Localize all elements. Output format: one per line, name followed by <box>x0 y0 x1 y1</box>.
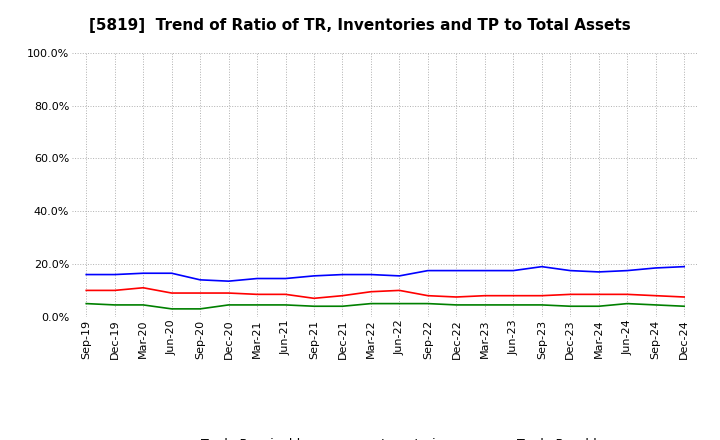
Trade Receivables <box>509 293 518 298</box>
Inventories <box>366 272 375 277</box>
Trade Payables <box>167 306 176 312</box>
Trade Payables <box>480 302 489 308</box>
Trade Receivables <box>82 288 91 293</box>
Trade Payables <box>595 304 603 309</box>
Inventories <box>110 272 119 277</box>
Trade Receivables <box>139 285 148 290</box>
Inventories <box>566 268 575 273</box>
Inventories <box>509 268 518 273</box>
Trade Payables <box>225 302 233 308</box>
Trade Receivables <box>623 292 631 297</box>
Trade Receivables <box>452 294 461 300</box>
Trade Receivables <box>537 293 546 298</box>
Trade Payables <box>139 302 148 308</box>
Trade Receivables <box>110 288 119 293</box>
Inventories <box>680 264 688 269</box>
Inventories <box>196 277 204 282</box>
Line: Trade Receivables: Trade Receivables <box>86 288 684 298</box>
Trade Receivables <box>167 290 176 296</box>
Inventories <box>595 269 603 275</box>
Trade Payables <box>509 302 518 308</box>
Trade Receivables <box>595 292 603 297</box>
Trade Receivables <box>423 293 432 298</box>
Trade Payables <box>566 304 575 309</box>
Inventories <box>167 271 176 276</box>
Inventories <box>537 264 546 269</box>
Trade Payables <box>623 301 631 306</box>
Trade Payables <box>652 302 660 308</box>
Inventories <box>480 268 489 273</box>
Inventories <box>139 271 148 276</box>
Trade Receivables <box>366 289 375 294</box>
Trade Payables <box>310 304 318 309</box>
Trade Payables <box>680 304 688 309</box>
Line: Inventories: Inventories <box>86 267 684 281</box>
Trade Receivables <box>680 294 688 300</box>
Trade Payables <box>82 301 91 306</box>
Inventories <box>423 268 432 273</box>
Inventories <box>652 265 660 271</box>
Trade Receivables <box>282 292 290 297</box>
Trade Receivables <box>196 290 204 296</box>
Trade Receivables <box>566 292 575 297</box>
Trade Receivables <box>253 292 261 297</box>
Trade Payables <box>366 301 375 306</box>
Trade Receivables <box>395 288 404 293</box>
Trade Payables <box>110 302 119 308</box>
Inventories <box>623 268 631 273</box>
Trade Receivables <box>480 293 489 298</box>
Trade Payables <box>452 302 461 308</box>
Inventories <box>225 279 233 284</box>
Trade Receivables <box>310 296 318 301</box>
Trade Payables <box>282 302 290 308</box>
Inventories <box>82 272 91 277</box>
Inventories <box>253 276 261 281</box>
Inventories <box>282 276 290 281</box>
Inventories <box>310 273 318 279</box>
Legend: Trade Receivables, Inventories, Trade Payables: Trade Receivables, Inventories, Trade Pa… <box>155 433 616 440</box>
Trade Payables <box>338 304 347 309</box>
Trade Payables <box>423 301 432 306</box>
Inventories <box>338 272 347 277</box>
Line: Trade Payables: Trade Payables <box>86 304 684 309</box>
Trade Receivables <box>338 293 347 298</box>
Trade Receivables <box>652 293 660 298</box>
Trade Payables <box>253 302 261 308</box>
Trade Payables <box>537 302 546 308</box>
Inventories <box>395 273 404 279</box>
Trade Receivables <box>225 290 233 296</box>
Text: [5819]  Trend of Ratio of TR, Inventories and TP to Total Assets: [5819] Trend of Ratio of TR, Inventories… <box>89 18 631 33</box>
Trade Payables <box>196 306 204 312</box>
Trade Payables <box>395 301 404 306</box>
Inventories <box>452 268 461 273</box>
